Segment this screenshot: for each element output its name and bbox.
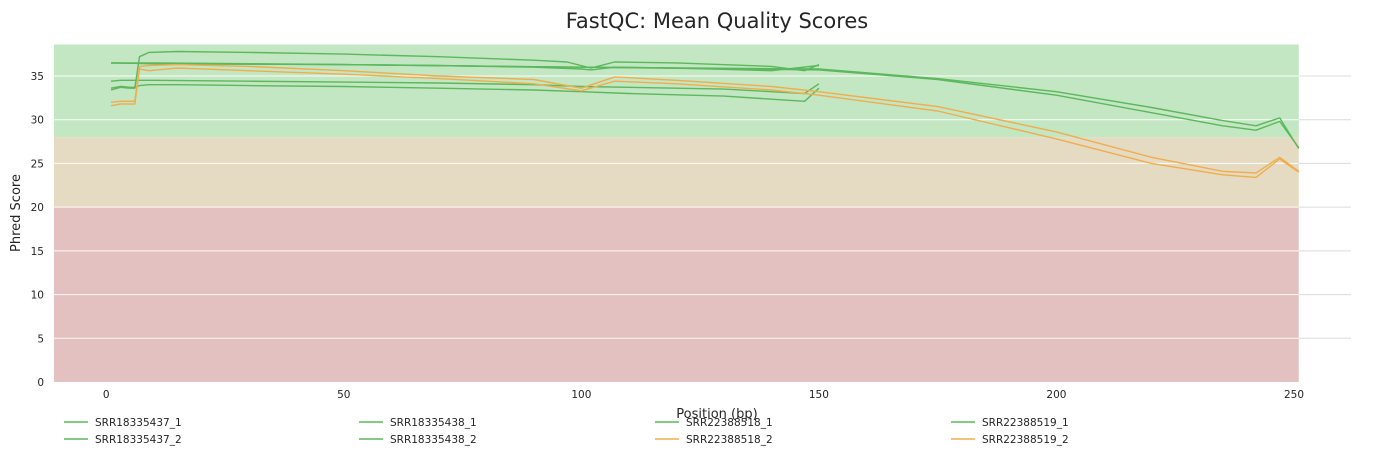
gridlines xyxy=(54,75,1351,339)
x-tick-100: 100 xyxy=(571,389,591,401)
y-tick-35: 35 xyxy=(31,71,44,83)
legend-item-SRR18335437_1[interactable]: SRR18335437_1 xyxy=(64,417,182,429)
y-tick-5: 5 xyxy=(37,333,44,345)
chart-title: FastQC: Mean Quality Scores xyxy=(566,9,869,33)
series-line-SRR18335438_2[interactable] xyxy=(110,79,820,95)
legend-label-SRR18335438_2: SRR18335438_2 xyxy=(390,434,477,446)
legend-item-SRR22388519_2[interactable]: SRR22388519_2 xyxy=(951,434,1069,446)
legend-label-SRR22388519_1: SRR22388519_1 xyxy=(982,417,1069,429)
legend-item-SRR18335437_2[interactable]: SRR18335437_2 xyxy=(64,434,182,446)
y-tick-labels: 0 5 10 15 20 25 30 35 xyxy=(31,71,44,389)
legend-label-SRR18335437_1: SRR18335437_1 xyxy=(95,417,182,429)
x-tick-50: 50 xyxy=(337,389,350,401)
legend-label-SRR22388519_2: SRR22388519_2 xyxy=(982,434,1069,446)
x-tick-200: 200 xyxy=(1046,389,1066,401)
legend-label-SRR18335437_2: SRR18335437_2 xyxy=(95,434,182,446)
legend-item-SRR22388518_1[interactable]: SRR22388518_1 xyxy=(655,417,773,429)
legend-item-SRR22388518_2[interactable]: SRR22388518_2 xyxy=(655,434,773,446)
quality-band-1 xyxy=(54,137,1299,208)
y-tick-15: 15 xyxy=(31,246,44,258)
y-tick-25: 25 xyxy=(31,158,44,170)
legend[interactable]: SRR18335437_1 SRR18335437_2 SRR18335438_1 S… xyxy=(64,417,1069,446)
x-tick-150: 150 xyxy=(809,389,829,401)
legend-label-SRR18335438_1: SRR18335438_1 xyxy=(390,417,477,429)
quality-band-2 xyxy=(54,44,1299,138)
series-line-SRR18335437_2[interactable] xyxy=(110,83,820,103)
series-line-SRR22388519_2[interactable] xyxy=(110,63,1300,174)
x-axis-label: Position (bp) xyxy=(676,407,757,422)
series-line-SRR22388519_1[interactable] xyxy=(110,62,1300,149)
y-tick-20: 20 xyxy=(31,202,44,214)
x-tick-0: 0 xyxy=(103,389,110,401)
y-tick-0: 0 xyxy=(37,377,44,389)
y-tick-30: 30 xyxy=(31,115,44,127)
legend-item-SRR18335438_2[interactable]: SRR18335438_2 xyxy=(359,434,477,446)
legend-item-SRR22388519_1[interactable]: SRR22388519_1 xyxy=(951,417,1069,429)
y-axis-label: Phred Score xyxy=(9,174,24,252)
legend-label-SRR22388518_2: SRR22388518_2 xyxy=(686,434,773,446)
legend-item-SRR18335438_1[interactable]: SRR18335438_1 xyxy=(359,417,477,429)
x-tick-250: 250 xyxy=(1284,389,1304,401)
x-tick-labels: 0 50 100 150 200 250 xyxy=(103,389,1304,401)
y-tick-10: 10 xyxy=(31,290,44,302)
series-line-SRR18335437_1[interactable] xyxy=(110,50,820,91)
legend-label-SRR22388518_1: SRR22388518_1 xyxy=(686,417,773,429)
series-lines xyxy=(110,50,1300,179)
